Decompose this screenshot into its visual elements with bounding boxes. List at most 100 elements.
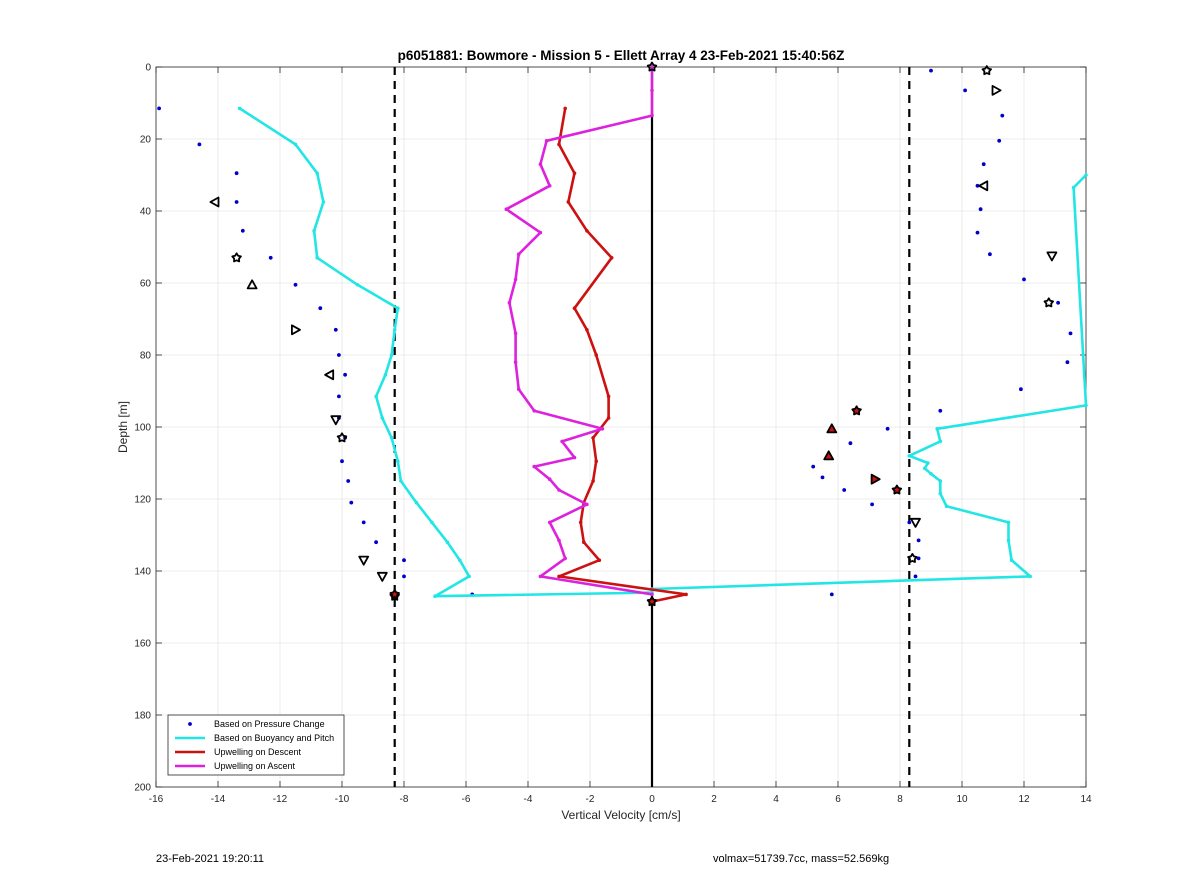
- legend-label: Upwelling on Ascent: [214, 761, 296, 771]
- triangle-left-marker: [978, 180, 989, 192]
- pressure-change-point: [848, 441, 853, 446]
- pressure-change-point: [333, 327, 338, 332]
- series-point: [538, 230, 543, 235]
- pressure-change-point: [318, 306, 323, 311]
- pressure-change-point: [1022, 277, 1026, 282]
- series-point: [414, 500, 419, 505]
- series-point: [1006, 520, 1011, 525]
- series-point: [566, 200, 571, 204]
- series-point: [594, 353, 598, 357]
- series-point: [1084, 173, 1088, 177]
- series-point: [312, 229, 316, 233]
- pressure-change-point: [1068, 331, 1073, 336]
- triangle-right-marker: [870, 473, 881, 485]
- pressure-change-point: [234, 171, 239, 176]
- x-tick-label: 8: [897, 794, 903, 805]
- triangle-up-marker: [823, 450, 835, 461]
- x-tick-label: 0: [649, 794, 655, 805]
- series-point: [1071, 185, 1076, 190]
- pressure-change-point: [978, 207, 983, 212]
- series-point: [547, 184, 552, 188]
- series-point: [926, 461, 930, 465]
- pressure-change-point: [963, 88, 967, 93]
- series-point: [606, 416, 611, 420]
- series-point: [399, 479, 403, 483]
- series-point: [516, 252, 521, 256]
- series-pressure-change: [157, 68, 1073, 597]
- series-point: [355, 283, 360, 287]
- y-tick-label: 120: [134, 495, 151, 506]
- series-point: [1084, 403, 1088, 408]
- star-marker: [907, 553, 918, 563]
- pressure-change-point: [340, 459, 344, 464]
- legend: Based on Pressure Change Based on Buoyanc…: [167, 714, 345, 776]
- x-tick-label: 14: [1080, 794, 1092, 805]
- triangle-right-marker: [290, 324, 301, 336]
- series-point: [938, 479, 943, 483]
- pressure-change-point: [842, 488, 847, 492]
- series-point: [513, 331, 518, 336]
- series-point: [938, 491, 943, 496]
- x-tick-label: -12: [273, 794, 288, 805]
- pressure-change-point: [811, 464, 816, 469]
- triangle-down-marker: [376, 571, 388, 582]
- series-point: [600, 427, 605, 431]
- pressure-change-point: [981, 162, 986, 167]
- series-point: [392, 328, 397, 332]
- pressure-change-point: [975, 183, 980, 188]
- chart-title: p6051881: Bowmore - Mission 5 - Ellett A…: [398, 48, 845, 63]
- pressure-change-point: [1056, 300, 1060, 305]
- x-tick-label: 2: [711, 794, 717, 805]
- series-point: [315, 255, 320, 260]
- pressure-change-point: [337, 353, 341, 357]
- series-point: [563, 106, 567, 111]
- pressure-change-point: [913, 574, 918, 579]
- pressure-change-point: [1065, 360, 1070, 365]
- y-tick-label: 60: [140, 279, 152, 290]
- pressure-change-point: [820, 475, 825, 480]
- series-point: [907, 454, 912, 458]
- star-marker: [891, 484, 903, 495]
- pressure-change-point: [346, 479, 351, 483]
- series-point: [389, 353, 394, 357]
- series-point: [237, 106, 242, 111]
- footer-volmax-mass: volmax=51739.7cc, mass=52.569kg: [713, 853, 890, 865]
- x-tick-label: -4: [524, 794, 533, 805]
- series-point: [547, 520, 552, 525]
- triangle-left-marker: [209, 196, 220, 208]
- pressure-change-point: [938, 408, 943, 413]
- series-point: [557, 488, 561, 492]
- series-point: [597, 558, 602, 562]
- series-layer: [157, 61, 1088, 607]
- series-point: [532, 464, 536, 469]
- series-point: [572, 455, 577, 460]
- series-point: [507, 301, 512, 305]
- series-point: [606, 394, 611, 399]
- series-point: [560, 439, 564, 444]
- y-tick-label: 20: [140, 135, 152, 146]
- legend-dot-swatch: [188, 722, 192, 726]
- series-point: [458, 558, 462, 562]
- series-point: [538, 574, 543, 579]
- red-markers: [389, 405, 903, 607]
- series-point: [582, 540, 586, 544]
- triangle-down-marker: [1046, 251, 1058, 262]
- y-tick-label: 200: [134, 783, 151, 794]
- series-point: [389, 436, 394, 440]
- series-point: [935, 427, 939, 431]
- series-point: [923, 466, 927, 471]
- triangle-up-marker: [826, 423, 838, 434]
- pressure-change-point: [268, 255, 273, 260]
- pressure-change-point: [907, 520, 912, 525]
- series-point: [585, 229, 589, 233]
- legend-label: Based on Pressure Change: [214, 719, 325, 729]
- series-point: [544, 139, 549, 143]
- series-point: [396, 459, 400, 464]
- triangle-left-marker: [324, 369, 335, 381]
- pressure-change-point: [402, 574, 406, 579]
- star-marker: [646, 596, 658, 607]
- pressure-change-point: [916, 538, 921, 543]
- pressure-change-point: [975, 230, 980, 235]
- series-point: [513, 360, 518, 365]
- series-point: [585, 328, 589, 332]
